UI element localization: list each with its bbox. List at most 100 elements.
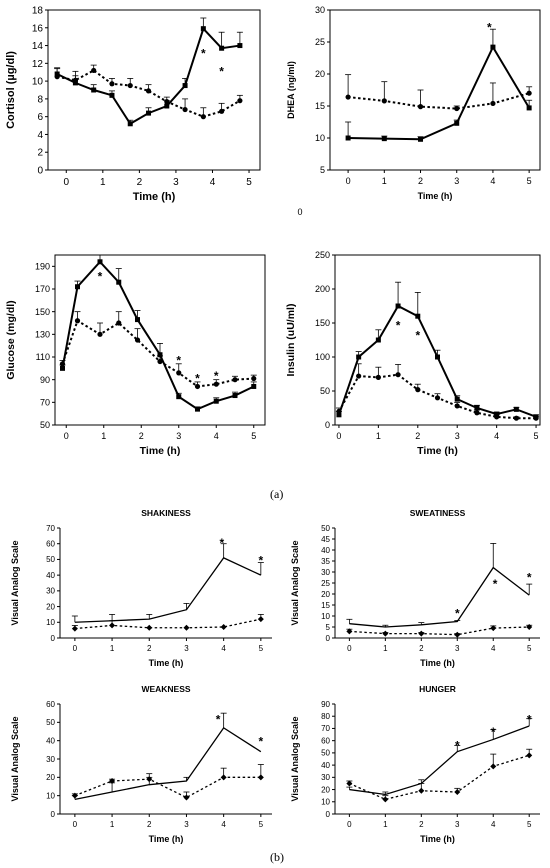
data-point-circle (74, 318, 81, 324)
significance-star: * (219, 64, 224, 78)
y-tick-label: 200 (315, 284, 330, 294)
data-point-circle (109, 81, 115, 87)
y-tick-label: 20 (321, 590, 330, 599)
significance-star: * (487, 21, 492, 35)
data-point-square (526, 105, 532, 111)
data-point-circle (526, 90, 532, 96)
y-tick-label: 18 (32, 6, 44, 17)
x-tick-label: 4 (210, 177, 216, 188)
x-tick-label: 3 (455, 431, 460, 441)
y-tick-label: 20 (46, 773, 55, 782)
x-tick-label: 1 (383, 820, 388, 829)
chart-title: SWEATINESS (410, 508, 466, 518)
y-tick-label: 10 (321, 798, 330, 807)
data-point-square (195, 406, 200, 412)
data-point-square (127, 121, 133, 127)
x-tick-label: 0 (63, 177, 69, 188)
series-line-solid (74, 726, 262, 800)
data-point-square (182, 83, 188, 89)
y-axis-title: Visual Analog Scale (10, 716, 20, 801)
data-point-circle (176, 370, 182, 376)
data-point-diamond (257, 774, 264, 781)
data-point-square (237, 43, 243, 49)
data-point-square (75, 284, 80, 290)
x-tick-label: 4 (491, 644, 496, 653)
y-tick-label: 50 (321, 749, 330, 758)
y-tick-label: 50 (321, 524, 330, 533)
data-point-square (395, 303, 401, 309)
insulin-chart: 0 50 100 150 200 250 0 1 2 3 4 5 Time (h) Insulin (uU… (285, 250, 541, 457)
y-tick-label: 10 (46, 791, 55, 800)
y-tick-label: 5 (320, 165, 325, 175)
y-axis-title: DHEA (ng/ml) (286, 61, 296, 119)
data-point-circle (395, 372, 401, 378)
plot-frame (47, 9, 261, 171)
y-tick-label: 0 (326, 634, 331, 643)
data-point-diamond (418, 787, 425, 794)
y-tick-label: 0 (51, 810, 56, 819)
series-line-solid (349, 566, 530, 628)
y-tick-label: 150 (315, 318, 330, 328)
data-point-circle (474, 410, 480, 416)
series-line-dotted (74, 776, 261, 799)
y-tick-label: 12 (32, 59, 44, 70)
y-tick-label: 5 (326, 623, 331, 632)
y-tick-label: 0 (51, 634, 56, 643)
data-point-square (345, 135, 351, 141)
y-tick-label: 20 (315, 69, 325, 79)
y-tick-label: 0 (326, 810, 331, 819)
significance-star: * (214, 369, 219, 383)
x-tick-label: 4 (494, 431, 499, 441)
data-point-square (91, 87, 97, 93)
data-point-circle (356, 373, 362, 379)
data-point-diamond (109, 622, 116, 629)
significance-star: * (216, 713, 221, 727)
data-point-diamond (71, 625, 78, 632)
x-tick-label: 1 (101, 431, 106, 441)
series-line-solid (61, 260, 255, 411)
y-tick-label: 110 (36, 352, 50, 362)
data-point-diamond (346, 628, 353, 635)
chart-title: WEAKNESS (141, 684, 190, 694)
y-tick-label: 10 (32, 77, 44, 88)
plot-frame (329, 9, 541, 171)
series-line-dotted (56, 69, 241, 118)
x-tick-label: 0 (336, 431, 341, 441)
y-tick-label: 40 (321, 761, 330, 770)
significance-star: * (259, 553, 264, 567)
y-tick-label: 80 (321, 712, 330, 721)
y-tick-label: 90 (40, 375, 50, 385)
data-point-circle (59, 361, 66, 367)
figure-label-b: (b) (270, 850, 284, 864)
hunger-chart: 0 10 20 30 40 50 60 70 80 90 0 1 2 3 4 5 Time (h) Visual … (290, 684, 540, 844)
data-point-circle (213, 381, 219, 387)
data-point-square (356, 354, 362, 360)
y-tick-label: 50 (46, 718, 55, 727)
x-tick-label: 5 (527, 644, 532, 653)
y-axis-title: Visual Analog Scale (290, 716, 300, 801)
y-tick-label: 15 (315, 101, 325, 111)
data-point-square (381, 136, 387, 142)
y-tick-label: 100 (315, 352, 330, 362)
data-point-diamond (346, 780, 353, 787)
data-point-square (418, 136, 424, 142)
x-axis-title: Time (h) (133, 191, 176, 203)
significance-star: * (455, 738, 460, 752)
x-tick-label: 1 (383, 644, 388, 653)
data-point-square (213, 398, 219, 404)
data-point-square (435, 354, 440, 360)
x-tick-label: 0 (73, 644, 78, 653)
y-tick-label: 6 (37, 112, 43, 123)
data-point-diamond (220, 624, 227, 630)
x-tick-label: 3 (455, 820, 460, 829)
data-point-circle (164, 98, 170, 105)
y-tick-label: 40 (46, 571, 55, 580)
data-point-square (454, 120, 460, 126)
y-tick-label: 60 (46, 700, 55, 709)
data-point-circle (375, 374, 381, 380)
y-axis-title: Glucose (mg/dl) (5, 300, 17, 379)
data-point-circle (417, 104, 424, 110)
x-tick-label: 1 (376, 431, 381, 441)
significance-star: * (396, 318, 401, 332)
